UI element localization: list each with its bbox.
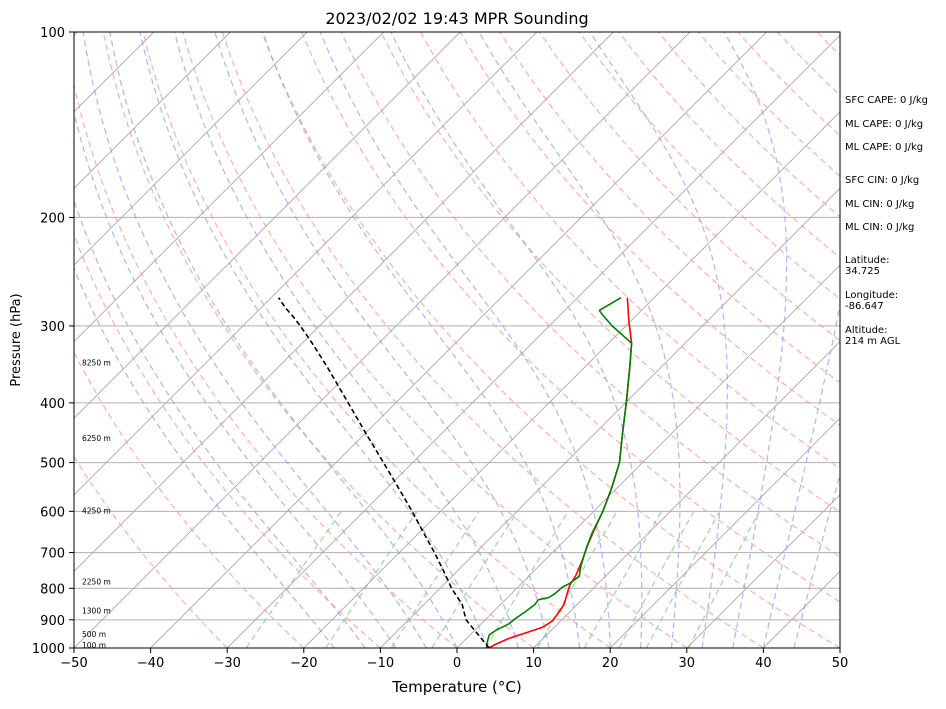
x-tick-label: −40	[137, 656, 164, 671]
mixing-ratio-line	[486, 511, 569, 648]
mixing-ratio-line	[689, 511, 760, 648]
x-tick-label: −30	[213, 656, 240, 671]
plot-frame	[74, 32, 840, 648]
isotherm-line	[0, 32, 460, 648]
isotherm-line	[0, 32, 1, 648]
height-label: 500 m	[82, 630, 106, 639]
height-label: 100 m	[82, 641, 106, 650]
x-tick-label: 20	[602, 656, 619, 671]
moist-adiabat-line	[590, 32, 727, 648]
sfc-cin-stat: SFC CIN: 0 J/kg	[845, 175, 919, 186]
mixing-ratio-line	[432, 511, 518, 648]
sfc-cape-stat: SFC CAPE: 0 J/kg	[845, 95, 928, 106]
y-tick-label: 200	[40, 211, 65, 226]
dry-adiabat-line	[222, 32, 763, 648]
y-tick-label: 100	[40, 26, 65, 41]
dry-adiabat-line	[103, 32, 533, 648]
dry-adiabat-line	[0, 32, 227, 648]
x-tick-label: −50	[60, 656, 87, 671]
height-label: 6250 m	[82, 434, 111, 443]
isotherm-line	[0, 32, 537, 648]
y-tick-label: 400	[40, 397, 65, 412]
dry-adiabat-line	[302, 32, 917, 648]
x-tick-label: 40	[755, 656, 772, 671]
y-tick-label: 300	[40, 320, 65, 335]
moist-adiabat-line	[59, 32, 396, 648]
mixing-ratio-line	[246, 511, 341, 648]
moist-adiabat-line	[37, 32, 365, 648]
dewpoint-profile	[487, 298, 632, 648]
moist-adiabat-line	[724, 32, 786, 648]
longitude-stat: Longitude: -86.647	[845, 290, 898, 312]
y-tick-label: 800	[40, 582, 65, 597]
y-tick-label: 700	[40, 547, 65, 562]
x-tick-label: 10	[525, 656, 542, 671]
latitude-stat: Latitude: 34.725	[845, 255, 890, 277]
moist-adiabat-line	[320, 32, 610, 648]
altitude-stat: Altitude: 214 m AGL	[845, 325, 900, 347]
x-tick-label: 0	[453, 656, 461, 671]
ml-cin-stat-2: ML CIN: 0 J/kg	[845, 222, 914, 233]
height-label: 1300 m	[82, 607, 111, 616]
x-tick-label: 50	[832, 656, 849, 671]
height-label: 8250 m	[82, 358, 111, 367]
x-tick-label: 30	[679, 656, 696, 671]
height-label: 2250 m	[82, 578, 111, 587]
y-tick-label: 900	[40, 614, 65, 629]
mixing-ratio-line	[326, 511, 417, 648]
mixing-ratio-line	[391, 511, 479, 648]
chart-title: 2023/02/02 19:43 MPR Sounding	[325, 9, 588, 28]
ml-cin-stat: ML CIN: 0 J/kg	[845, 199, 914, 210]
moist-adiabat-line	[83, 32, 426, 648]
moist-adiabat-line	[391, 32, 642, 648]
x-axis-label: Temperature (°C)	[391, 678, 521, 696]
x-tick-label: −10	[367, 656, 394, 671]
ml-cape-stat-2: ML CAPE: 0 J/kg	[845, 142, 923, 153]
height-label: 4250 m	[82, 506, 111, 515]
mixing-ratio-line	[585, 511, 662, 648]
x-tick-label: −20	[290, 656, 317, 671]
dry-adiabat-line	[262, 32, 840, 648]
y-tick-label: 600	[40, 505, 65, 520]
parcel-path	[279, 298, 490, 648]
dry-adiabat-line	[143, 32, 610, 648]
isotherm-line	[0, 32, 230, 648]
y-tick-label: 1000	[32, 642, 65, 657]
ml-cape-stat: ML CAPE: 0 J/kg	[845, 119, 923, 130]
temperature-profile	[490, 298, 632, 648]
y-tick-label: 500	[40, 457, 65, 472]
y-axis-label: Pressure (hPa)	[9, 293, 24, 386]
